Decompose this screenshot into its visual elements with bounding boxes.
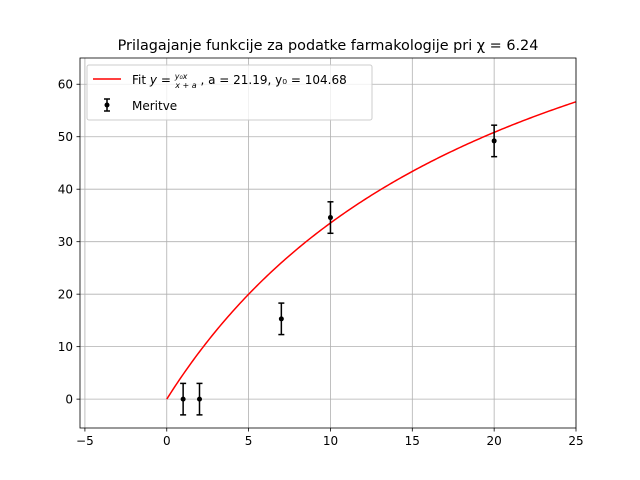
data-points-layer [180,124,498,416]
y-tick-label: 10 [58,340,73,354]
fit-curve [166,101,577,400]
fit-curve-layer [166,101,577,400]
x-tick-label: 25 [568,434,583,448]
legend-box [86,64,373,121]
data-marker [278,316,284,322]
data-marker [196,396,202,402]
y-tick-label: 60 [58,78,73,92]
x-tick-label: 15 [405,434,420,448]
y-tick-label: 30 [58,235,73,249]
x-tick-label: 5 [245,434,253,448]
y-tick-label: 50 [58,130,73,144]
x-tick-label: 10 [323,434,338,448]
data-marker [491,138,497,144]
legend-fit-denominator: x + a [174,81,197,90]
legend-fit-formula: y = [149,73,175,87]
data-marker [327,215,333,221]
legend-fit-label: Fit y = y₀x x + a , a = 21.19, y₀ = 104.… [132,68,347,91]
legend-data-swatch [104,98,110,112]
data-point [327,201,334,235]
legend-fit-prefix: Fit [132,73,146,87]
data-point [196,382,203,416]
legend-data-label: Meritve [132,99,177,113]
data-marker [180,396,186,402]
y-tick-label: 40 [58,183,73,197]
axes-frame [79,57,577,429]
legend: Fit y = y₀x x + a , a = 21.19, y₀ = 104.… [86,64,373,121]
legend-fit-numerator: y₀x [174,72,188,81]
x-axis-ticks: −5 0 5 10 15 20 25 [76,428,584,448]
chart-title: Prilagajanje funkcije za podatke farmako… [118,38,539,54]
y-tick-label: 20 [58,288,73,302]
x-tick-label: 20 [487,434,502,448]
data-point [180,382,187,416]
y-axis-ticks: 0 10 20 30 40 50 60 [58,78,80,407]
data-point [278,302,285,336]
legend-fit-params: , a = 21.19, y₀ = 104.68 [200,73,346,87]
data-point [491,124,498,158]
x-tick-label: −5 [76,434,94,448]
x-tick-label: 0 [163,434,171,448]
y-tick-label: 0 [65,393,73,407]
